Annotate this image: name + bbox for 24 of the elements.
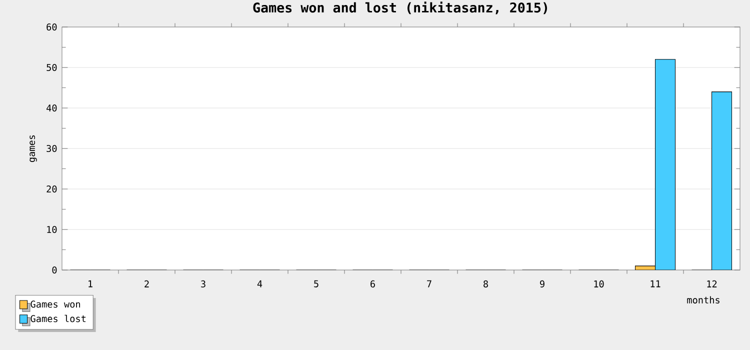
x-tick-label: 9 <box>540 280 544 288</box>
y-tick-label: 10 <box>47 226 57 234</box>
x-tick-label: 5 <box>314 280 318 288</box>
x-tick-label: 6 <box>370 280 375 288</box>
x-tick-label: 11 <box>650 280 660 288</box>
y-tick-label: 40 <box>46 104 57 112</box>
x-tick-label: 12 <box>707 280 717 288</box>
y-tick-label: 30 <box>46 144 57 152</box>
y-tick-label: 0 <box>52 266 57 274</box>
y-axis-title: games <box>30 135 37 162</box>
y-tick-label: 20 <box>46 185 57 193</box>
x-tick-label: 1 <box>88 280 92 288</box>
y-tick-label: 50 <box>46 64 57 72</box>
chart-title: Games won and lost (nikitasanz, 2015) <box>253 2 547 14</box>
legend-label: Games lost <box>30 314 86 322</box>
x-tick-label: 10 <box>594 280 604 288</box>
x-tick-label: 4 <box>257 280 262 288</box>
x-axis-title: months <box>687 296 720 304</box>
x-tick-label: 7 <box>427 280 432 288</box>
y-tick-label: 60 <box>46 23 57 31</box>
legend-label: Games won <box>30 300 80 308</box>
x-tick-label: 3 <box>201 280 206 288</box>
x-tick-label: 2 <box>144 280 149 288</box>
x-tick-label: 8 <box>484 280 488 288</box>
